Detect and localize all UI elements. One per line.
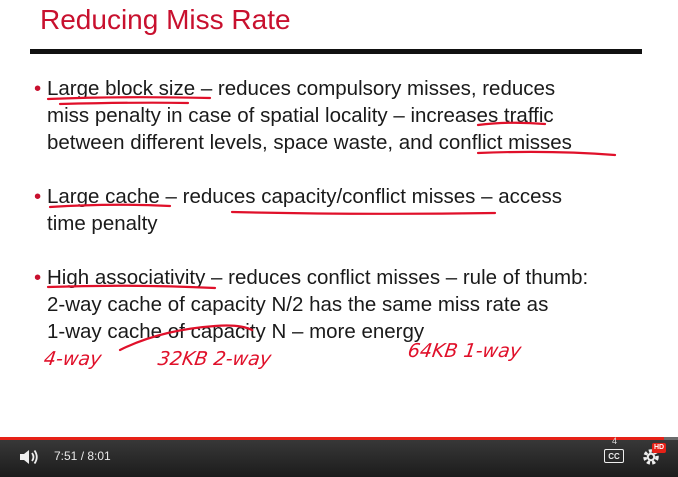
time-display: 7:51 / 8:01 [54, 449, 111, 463]
handwritten-note: 64KB 1-way [406, 340, 523, 362]
bullet-line: 1-way cache of capacity N – more energy [47, 320, 425, 343]
bullet-line: Large cache – reduces capacity/conflict … [47, 185, 563, 208]
settings-gear-icon[interactable] [640, 446, 662, 468]
video-player-controls: 4 7:51 / 8:01 CC HD [0, 436, 678, 477]
bullet-line: Large block size – reduces compulsory mi… [47, 77, 556, 100]
bullet-line: time penalty [47, 212, 158, 235]
progress-fill [0, 437, 664, 440]
bullet-line: 2-way cache of capacity N/2 has the same… [47, 293, 549, 316]
progress-bar[interactable] [0, 437, 678, 440]
bullet-line: miss penalty in case of spatial locality… [47, 104, 554, 127]
handwritten-note: 32KB 2-way [156, 348, 273, 370]
slide-title: Reducing Miss Rate [40, 4, 291, 35]
title-divider [30, 49, 642, 54]
chapter-marker: 4 [612, 436, 618, 446]
bullet-marker: • [34, 266, 42, 289]
hd-badge: HD [652, 443, 667, 453]
bullet-marker: • [34, 77, 42, 100]
bullet-line: High associativity – reduces conflict mi… [47, 266, 589, 289]
handwritten-note: 4-way [42, 348, 103, 370]
slide: Reducing Miss Rate • Large block size – … [30, 4, 642, 370]
volume-icon[interactable] [18, 447, 40, 467]
bullet-line: between different levels, space waste, a… [47, 131, 572, 154]
captions-icon[interactable]: CC [604, 449, 624, 463]
bullet-marker: • [34, 185, 42, 208]
